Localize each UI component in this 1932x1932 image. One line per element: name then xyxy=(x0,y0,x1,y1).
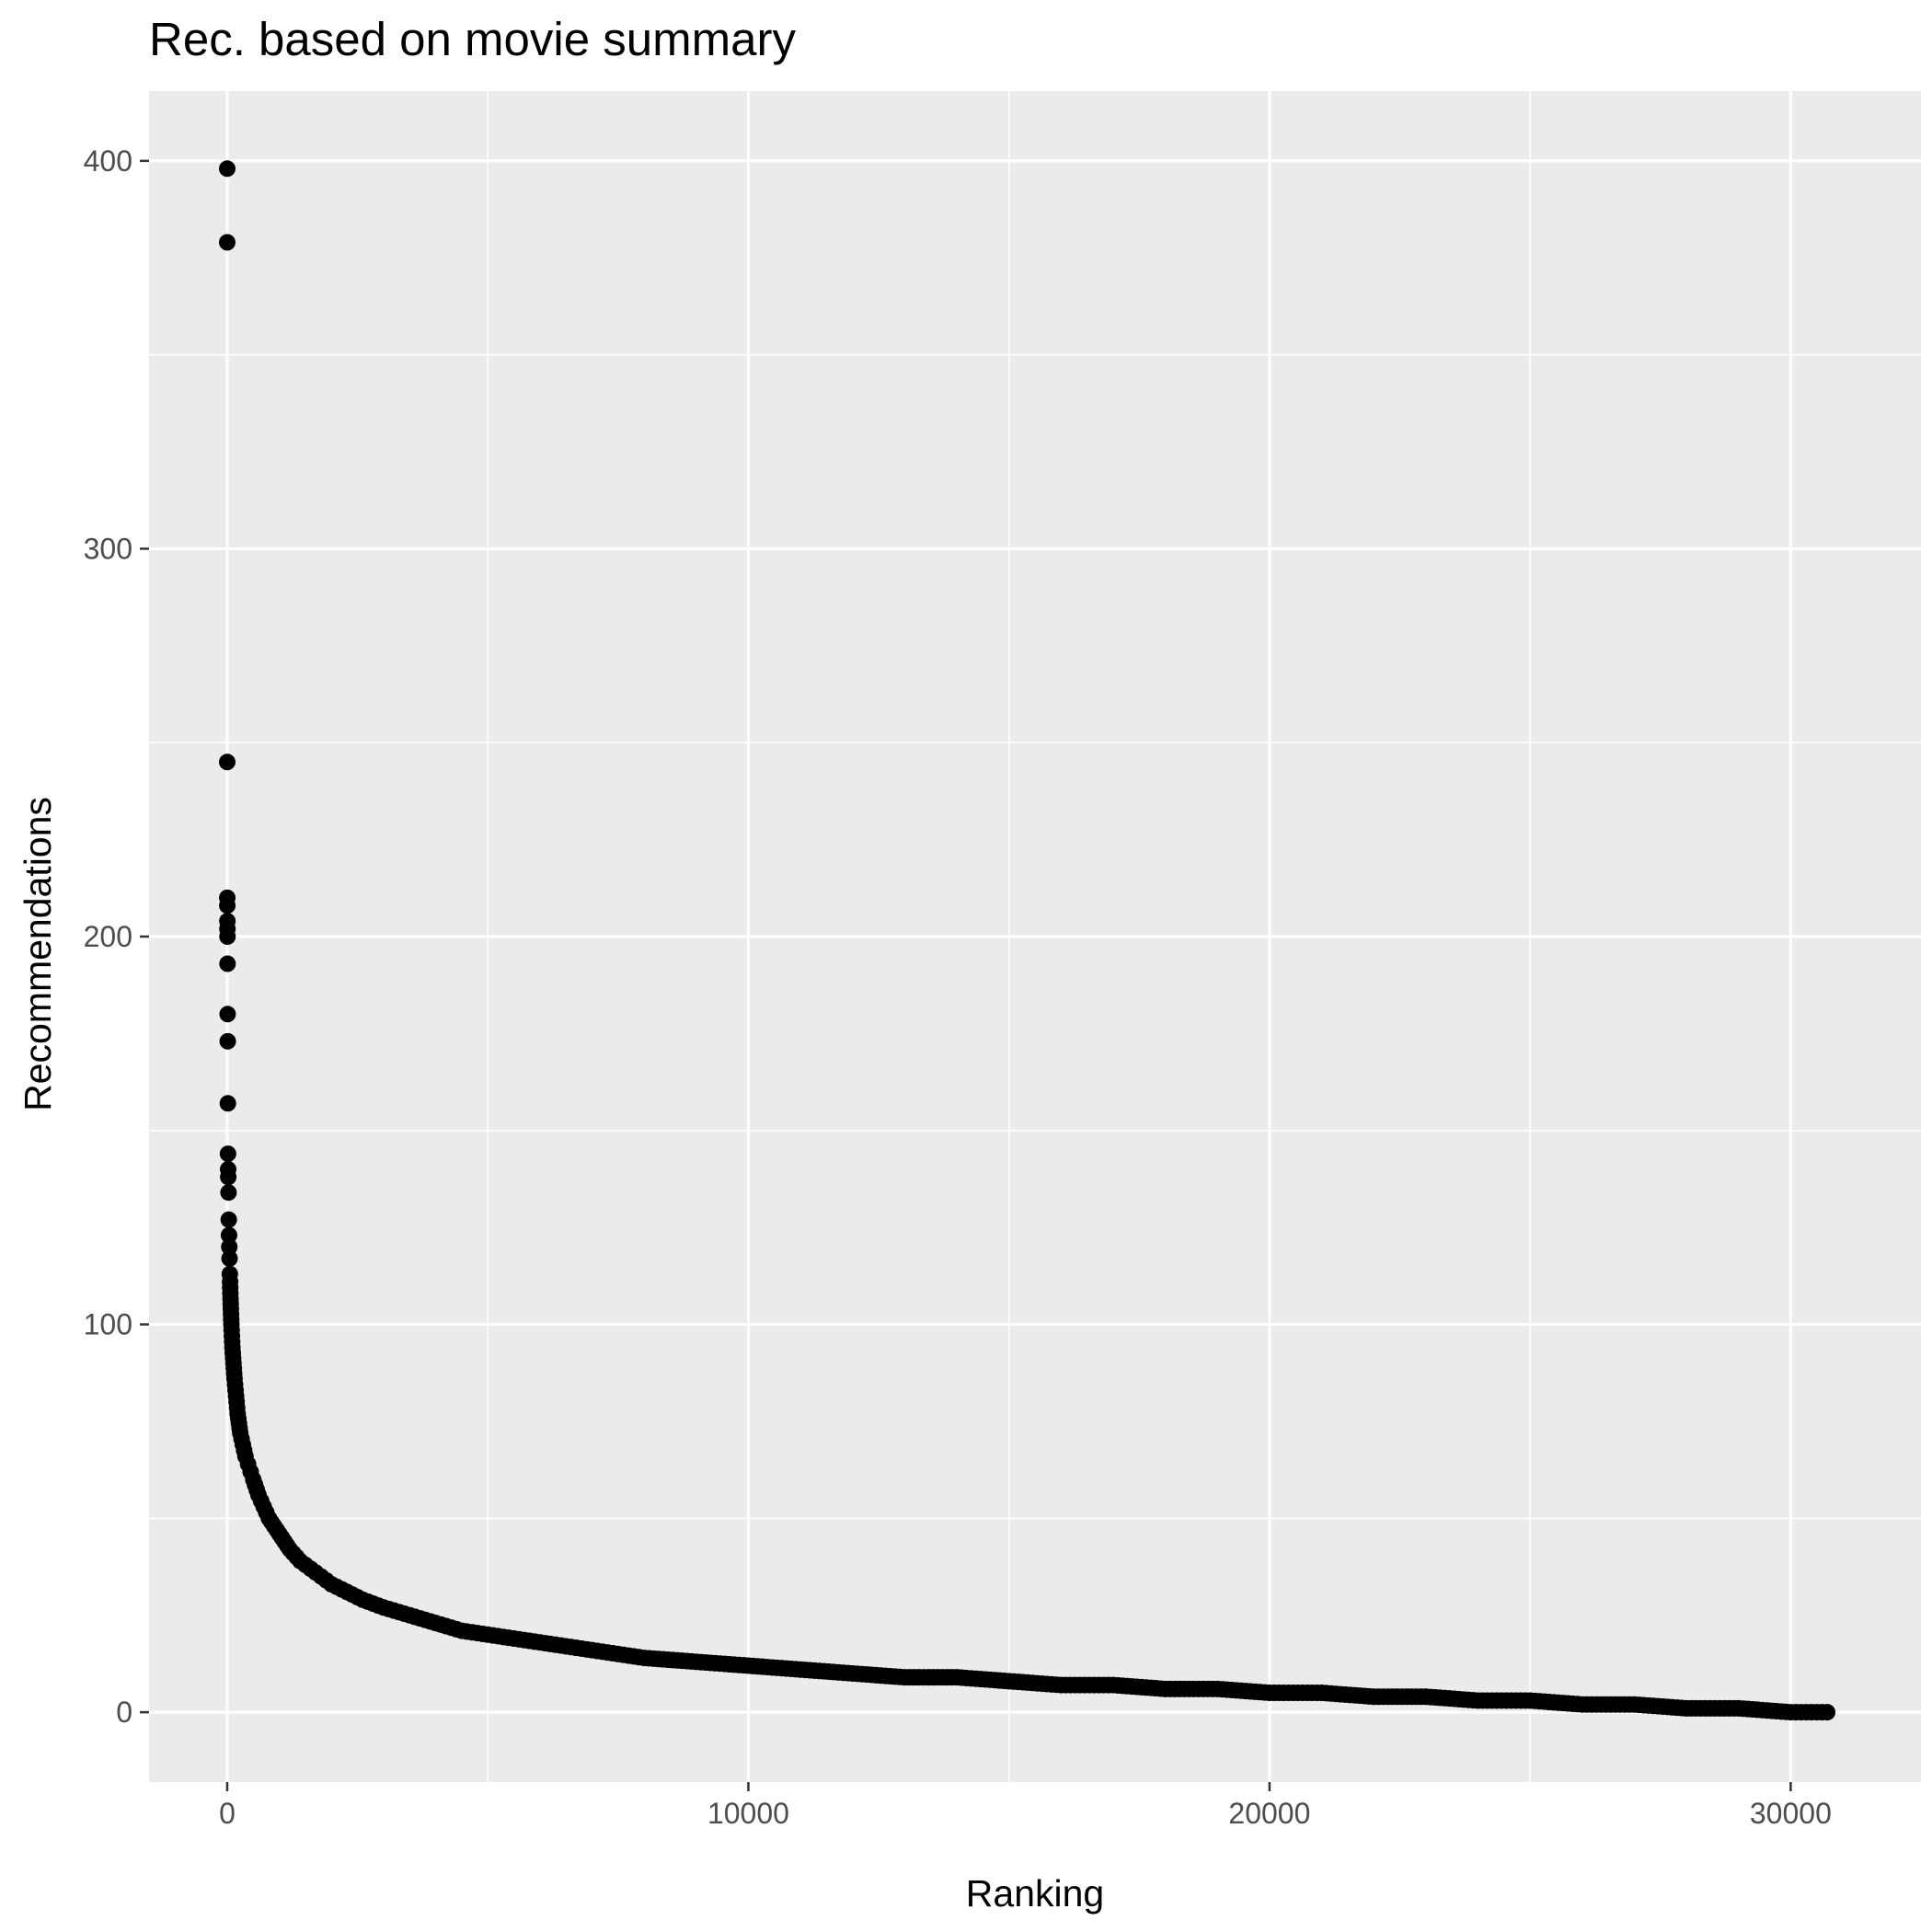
data-point xyxy=(219,897,236,914)
data-point xyxy=(220,1184,237,1202)
data-point xyxy=(219,955,236,972)
x-tick-label: 20000 xyxy=(1228,1797,1310,1830)
data-point xyxy=(218,753,236,771)
data-point xyxy=(219,928,236,945)
data-point xyxy=(220,1211,237,1228)
y-tick-label: 200 xyxy=(84,920,132,953)
x-tick-label: 10000 xyxy=(707,1797,789,1830)
axes: 0 10000 20000 30000 0 100 200 300 400 xyxy=(84,144,1832,1830)
data-point xyxy=(1819,1704,1836,1721)
data-point xyxy=(220,1226,237,1244)
data-point xyxy=(219,1145,236,1163)
x-tick-label: 0 xyxy=(219,1797,236,1830)
data-point xyxy=(221,1249,238,1267)
data-point xyxy=(219,1006,236,1023)
y-tick-label: 0 xyxy=(116,1696,132,1729)
y-axis-title: Recommendations xyxy=(17,797,59,1111)
y-tick-label: 100 xyxy=(84,1308,132,1341)
gridlines xyxy=(149,91,1921,1782)
data-point xyxy=(220,1168,237,1186)
y-tick-label: 400 xyxy=(84,144,132,178)
data-point xyxy=(218,160,236,178)
x-axis-title: Ranking xyxy=(966,1872,1104,1915)
data-point xyxy=(219,1095,236,1112)
data-point xyxy=(218,234,236,251)
chart-title: Rec. based on movie summary xyxy=(149,13,796,65)
y-tick-label: 300 xyxy=(84,532,132,565)
data-point xyxy=(221,1238,238,1256)
x-tick-label: 30000 xyxy=(1750,1797,1832,1830)
data-points xyxy=(218,160,1836,1721)
data-point xyxy=(219,1032,236,1050)
